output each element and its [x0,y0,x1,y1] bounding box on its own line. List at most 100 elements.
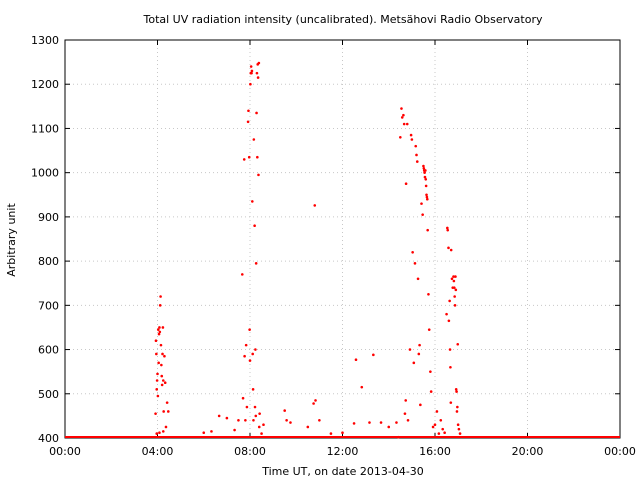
data-point [160,383,164,387]
data-point [402,113,405,117]
data-point [437,432,441,435]
data-point [406,419,410,422]
data-point [154,339,158,343]
data-point [443,431,446,434]
data-point [426,228,429,232]
data-point [417,352,421,356]
x-tick-label: 16:00 [419,445,451,458]
data-point [161,352,164,356]
data-point [210,430,213,433]
y-tick-label: 900 [38,211,59,224]
data-point [160,374,164,378]
data-point [354,358,358,362]
data-point [408,348,412,351]
data-point [249,82,252,86]
data-point [404,399,408,402]
data-point [412,361,416,365]
data-point [453,304,457,307]
data-point [253,405,257,409]
data-point [341,431,344,434]
data-point [244,343,248,347]
x-tick-label: 20:00 [512,445,544,458]
data-point [447,246,450,250]
data-point [251,352,254,356]
data-point [254,414,258,418]
data-point [352,422,356,425]
data-point [431,425,435,429]
data-point [260,432,263,435]
data-point [159,295,162,298]
data-point [250,71,253,75]
data-point [165,401,169,404]
data-point [409,133,413,137]
data-point [156,394,160,398]
data-point [251,388,255,391]
data-point [157,361,160,365]
data-point [158,304,162,307]
data-point [422,166,426,170]
data-point [360,385,364,389]
data-point [247,109,250,113]
data-point [425,193,428,197]
data-point [425,197,429,201]
y-axis-label: Arbitrary unit [5,203,18,277]
data-point [379,421,383,424]
data-point [155,352,158,356]
data-point [249,65,253,68]
data-point [258,412,261,415]
data-point [251,200,254,203]
data-point [415,153,418,157]
data-point [454,275,457,278]
y-tick-label: 600 [38,344,59,357]
plot-frame [64,39,621,439]
data-point [395,421,398,424]
data-point [400,116,404,119]
data-point [318,419,321,422]
data-point [161,379,165,382]
data-point [164,425,168,429]
data-point [420,202,423,205]
data-point [418,343,421,347]
data-point [217,414,221,418]
data-point [447,319,451,323]
data-point [163,354,166,358]
data-point [248,328,251,331]
data-point [415,160,419,163]
y-tick-label: 500 [38,388,59,401]
data-point [455,390,458,393]
data-point [439,419,443,422]
data-point [257,173,260,177]
data-point [161,326,165,329]
y-tick-label: 1200 [31,78,59,91]
data-point [162,410,165,413]
data-point [250,69,254,73]
data-point [245,405,249,409]
data-point [248,359,252,362]
data-point [157,332,161,336]
data-point [397,435,400,439]
data-point [457,427,461,431]
data-point [404,182,408,186]
x-tick-label: 08:00 [234,445,266,458]
data-point [456,423,460,427]
data-point [253,224,256,228]
y-tick-label: 800 [38,255,59,268]
data-point [257,425,261,429]
data-series [65,61,620,439]
data-point [425,195,429,199]
x-axis-label: Time UT, on date 2013-04-30 [261,465,424,478]
data-point [433,423,437,427]
data-point [441,427,445,431]
data-point [449,401,453,404]
data-point [411,250,414,254]
data-point [450,277,454,281]
data-point [243,354,246,358]
data-point [256,155,259,159]
data-point [429,390,433,393]
x-tick-label: 12:00 [327,445,359,458]
data-point [158,326,161,329]
data-point [414,144,418,148]
data-point [422,164,425,168]
data-point [368,421,371,424]
